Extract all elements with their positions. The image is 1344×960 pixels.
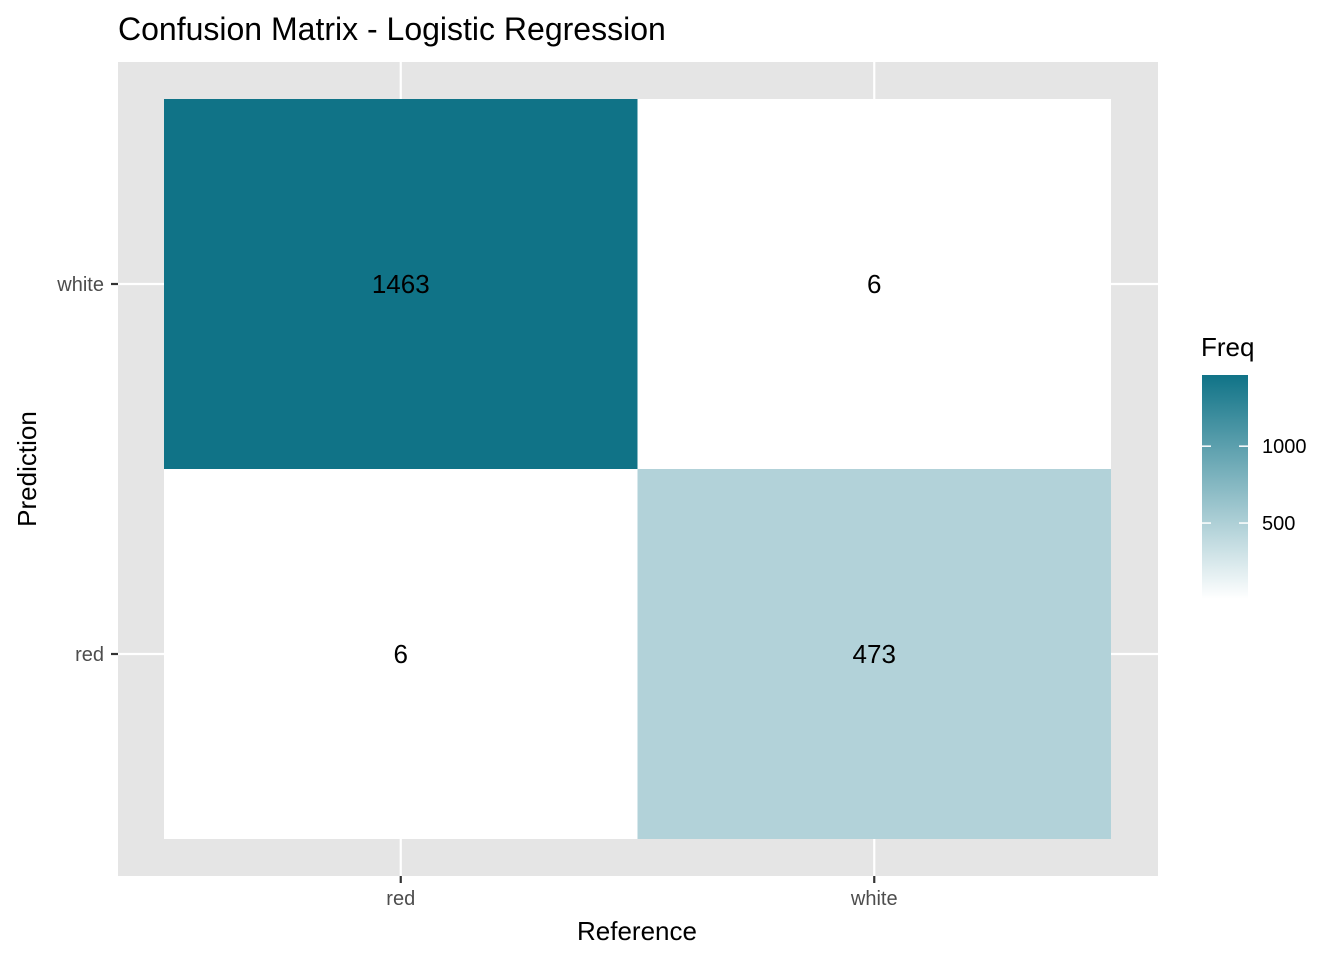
heatmap-cell — [637, 99, 1111, 469]
legend-colorbar — [1202, 375, 1248, 599]
x-axis-title: Reference — [577, 916, 697, 946]
legend: Freq 500 1000 — [1201, 332, 1307, 599]
cell-value-label: 1463 — [372, 269, 430, 299]
x-tick-label: white — [850, 888, 898, 910]
y-tick-label: white — [56, 274, 104, 296]
legend-tick-label: 1000 — [1262, 436, 1307, 458]
y-tick-label: red — [75, 644, 104, 666]
heatmap-cells — [164, 99, 1111, 839]
legend-ticks: 500 1000 — [1202, 436, 1307, 535]
heatmap-cell — [637, 469, 1111, 839]
y-axis: red white — [56, 274, 118, 666]
heatmap-cell-labels: 1463 6 6 473 — [372, 269, 896, 669]
legend-title: Freq — [1201, 332, 1254, 362]
cell-value-label: 6 — [394, 639, 408, 669]
y-axis-title: Prediction — [12, 411, 42, 527]
heatmap-cell — [164, 469, 638, 839]
x-tick-label: red — [386, 888, 415, 910]
cell-value-label: 473 — [853, 639, 896, 669]
legend-tick-label: 500 — [1262, 513, 1295, 535]
chart-title: Confusion Matrix - Logistic Regression — [118, 11, 666, 47]
cell-value-label: 6 — [867, 269, 881, 299]
x-axis: red white — [386, 876, 898, 910]
heatmap-cell — [164, 99, 638, 469]
